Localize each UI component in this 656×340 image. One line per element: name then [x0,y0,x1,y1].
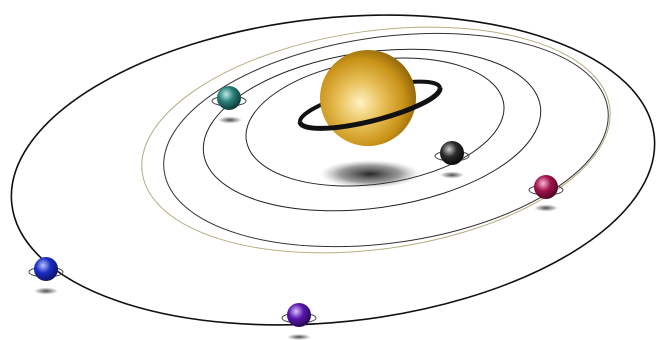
planet-shadow [287,334,311,340]
planet-sphere [34,257,58,281]
purple-planet [281,303,317,340]
magenta-planet [528,175,564,212]
planet-sphere [534,175,558,199]
planet-sphere [440,141,464,165]
planet-shadow [440,171,464,179]
teal-planet [211,86,247,124]
central-ringed-body [297,50,443,146]
planet-shadow [218,116,242,124]
planet-shadow [534,204,558,212]
planet-sphere [287,303,311,327]
blue-planet [28,257,64,295]
orbit-fourth [163,32,609,248]
orbit-third [141,26,611,254]
central-ring-front [297,87,443,131]
central-sphere [320,50,416,146]
planet-sphere [217,86,241,110]
black-planet [434,141,470,179]
planet-shadow [34,287,58,295]
central-body-shadow [320,160,420,188]
